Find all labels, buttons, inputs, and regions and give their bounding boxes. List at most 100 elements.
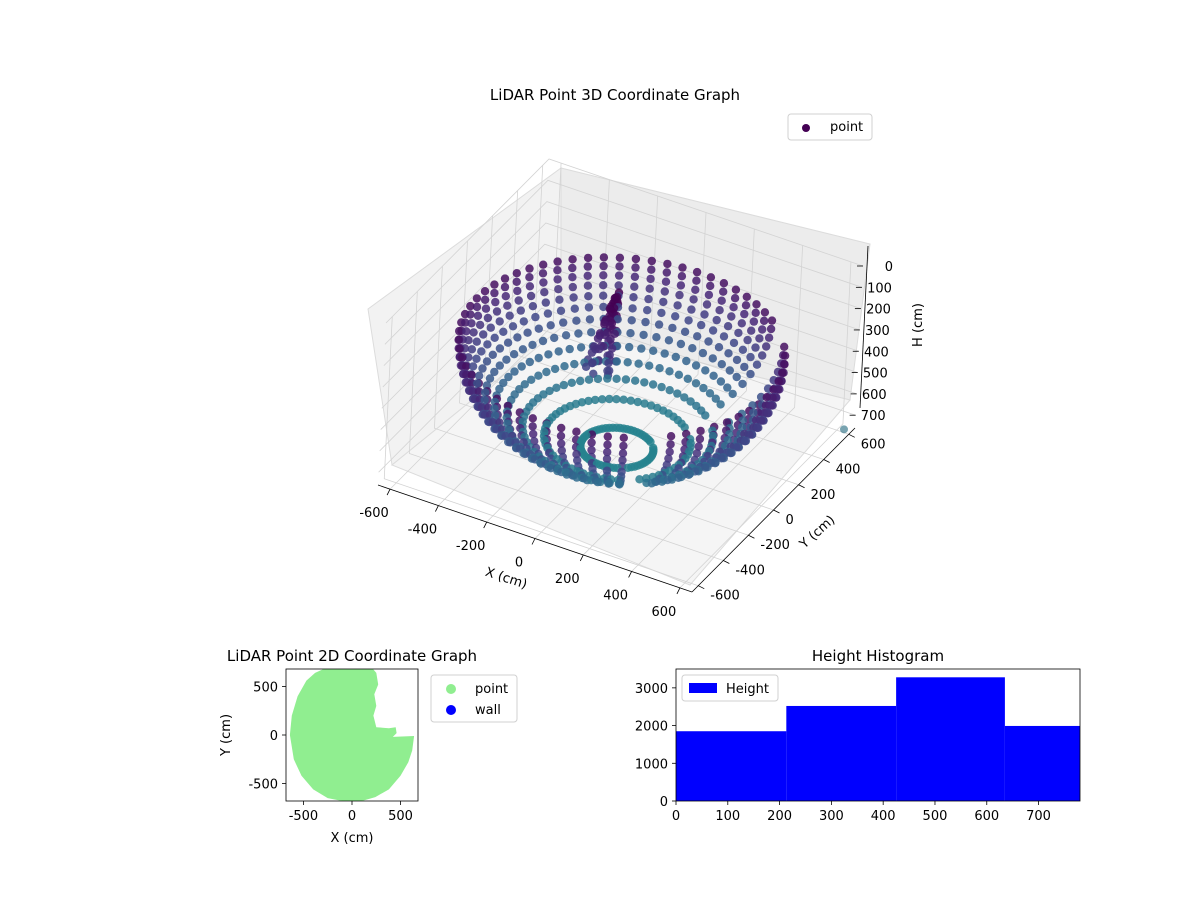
data-point-3d xyxy=(525,357,534,367)
data-point-3d xyxy=(503,301,512,310)
y-tick-3d xyxy=(848,433,855,438)
data-point-3d xyxy=(780,342,789,351)
data-point-3d xyxy=(740,362,749,372)
data-point-3d xyxy=(539,260,548,269)
data-point-3d xyxy=(490,404,499,413)
data-point-3d xyxy=(693,332,702,341)
legend-histogram: Height xyxy=(681,674,779,702)
data-point-3d xyxy=(546,321,555,330)
data-point-3d xyxy=(716,400,725,409)
data-point-3d xyxy=(704,337,713,346)
data-point-3d xyxy=(599,261,608,271)
data-point-3d xyxy=(737,319,746,328)
data-point-3d xyxy=(657,308,666,318)
x-tick-3d xyxy=(386,488,391,496)
data-point-3d xyxy=(629,293,638,302)
data-point-3d xyxy=(512,277,521,286)
data-point-3d xyxy=(662,268,671,277)
data-point-3d xyxy=(692,267,702,277)
data-point-3d xyxy=(619,441,628,451)
data-point-3d xyxy=(553,257,562,266)
data-point-3d xyxy=(518,345,528,354)
data-point-3d xyxy=(473,379,482,388)
data-point-3d xyxy=(576,343,586,352)
z-axis-label-3d: H (cm) xyxy=(911,303,926,347)
data-point-3d xyxy=(680,393,689,402)
data-point-3d xyxy=(731,285,741,294)
x-axis-label-2d: X (cm) xyxy=(331,831,374,846)
data-point-3d xyxy=(654,320,664,329)
x-tick-label-histogram: 700 xyxy=(1026,809,1051,824)
data-point-3d xyxy=(529,429,538,439)
data-point-3d xyxy=(725,366,734,375)
data-point-3d xyxy=(490,288,499,298)
data-point-3d xyxy=(742,292,751,301)
data-point-3d xyxy=(727,312,736,321)
data-point-3d xyxy=(682,356,691,366)
x-tick-label-histogram: 300 xyxy=(819,809,844,824)
data-point-3d xyxy=(696,426,705,436)
data-point-3d xyxy=(583,281,593,290)
data-point-3d xyxy=(763,409,772,418)
data-point-3d xyxy=(587,438,596,447)
data-point-3d xyxy=(766,401,775,410)
legend-2d-label-wall: wall xyxy=(475,703,501,718)
data-point-3d xyxy=(508,322,518,331)
data-point-3d xyxy=(757,416,766,425)
data-point-3d xyxy=(523,328,532,337)
data-point-3d xyxy=(623,358,632,367)
data-point-3d xyxy=(525,264,534,273)
data-point-3d xyxy=(528,422,537,431)
data-point-3d xyxy=(655,364,664,373)
data-point-3d xyxy=(541,298,550,307)
data-point-3d xyxy=(466,301,475,311)
chart-3d: LiDAR Point 3D Coordinate Graph -600 -400… xyxy=(359,86,926,620)
x-tick-label-histogram: 400 xyxy=(871,809,896,824)
data-point-3d xyxy=(762,342,771,351)
data-point-3d xyxy=(660,349,669,358)
data-point-3d xyxy=(467,345,477,354)
data-point-3d xyxy=(661,277,671,286)
data-point-3d xyxy=(678,263,687,272)
data-point-3d xyxy=(749,317,759,326)
data-point-3d xyxy=(645,284,654,293)
data-point-3d xyxy=(684,470,693,479)
data-point-3d xyxy=(717,296,726,305)
data-point-3d xyxy=(550,364,560,374)
y-axis-label-2d: Y (cm) xyxy=(219,714,234,757)
data-point-3d xyxy=(461,318,470,327)
data-point-3d xyxy=(630,282,639,291)
z-tick-label-3d: 600 xyxy=(862,388,887,403)
histogram-title: Height Histogram xyxy=(812,647,944,665)
data-point-3d xyxy=(584,375,594,384)
y-tick-label-3d: -400 xyxy=(735,563,765,578)
data-point-3d xyxy=(488,350,497,359)
x-tick-label-3d: 600 xyxy=(652,605,677,620)
data-point-3d xyxy=(698,348,708,358)
data-point-3d xyxy=(652,333,661,342)
data-point-3d xyxy=(704,290,714,300)
data-point-3d xyxy=(647,265,656,274)
data-point-3d xyxy=(553,266,562,275)
data-point-3d xyxy=(543,309,553,318)
data-point-3d xyxy=(671,352,680,362)
y-tick-3d xyxy=(823,459,830,463)
data-point-3d xyxy=(666,432,676,441)
data-point-3d xyxy=(692,276,701,285)
legend-histogram-box xyxy=(681,674,779,702)
data-point-3d xyxy=(613,315,622,324)
data-point-3d xyxy=(473,311,483,320)
y-tick-label-2d: -500 xyxy=(248,778,278,793)
legend-2d-marker-wall xyxy=(446,705,456,715)
chart-histogram: Height Histogram 0 100 200 300 400 500 600 7000… xyxy=(635,647,1081,824)
data-point-3d xyxy=(482,357,492,366)
data-point-3d xyxy=(752,360,762,369)
data-point-3d xyxy=(587,445,596,455)
data-point-3d xyxy=(623,463,633,472)
data-point-3d xyxy=(677,272,687,281)
data-point-3d xyxy=(749,408,758,417)
data-point-3d xyxy=(538,269,548,278)
data-point-3d xyxy=(567,378,576,387)
data-point-3d xyxy=(464,353,473,362)
